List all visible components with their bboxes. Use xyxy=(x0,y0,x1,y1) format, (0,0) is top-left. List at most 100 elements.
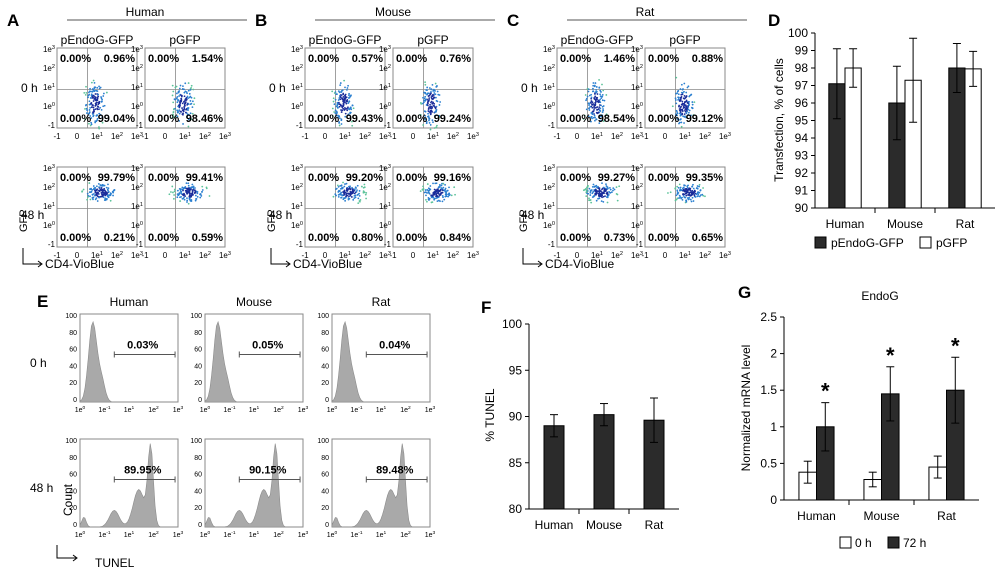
dot xyxy=(692,187,695,190)
x-tick-label: 1e2 xyxy=(611,132,623,141)
dot xyxy=(88,111,91,114)
dot xyxy=(424,117,426,120)
x-tick-label: 1e3 xyxy=(467,251,479,260)
x-tick-label: 1e2 xyxy=(447,132,459,141)
dot xyxy=(83,92,86,94)
dot xyxy=(690,194,693,196)
dot xyxy=(686,191,689,194)
dot xyxy=(433,193,436,196)
dot xyxy=(592,87,594,90)
dot xyxy=(598,122,601,125)
dot xyxy=(86,198,88,201)
x-tick-label: 0 xyxy=(163,132,168,141)
x-tick-label: -1 xyxy=(553,132,561,141)
y-tick-label: 1e1 xyxy=(43,202,55,211)
dot xyxy=(335,187,338,190)
dot xyxy=(600,195,602,197)
dot xyxy=(436,124,438,127)
dot xyxy=(175,85,178,88)
dot xyxy=(690,191,693,194)
dot xyxy=(435,96,437,99)
quadrant-lower-left: 0.00% xyxy=(560,113,591,125)
dot xyxy=(685,200,688,203)
dot xyxy=(424,83,427,86)
dot xyxy=(596,96,599,99)
dot xyxy=(92,188,95,190)
dot xyxy=(333,92,336,94)
dot xyxy=(594,101,597,104)
dot xyxy=(599,89,602,92)
dot xyxy=(94,108,97,111)
histogram-area xyxy=(331,320,430,403)
y-tick-label: 1e1 xyxy=(131,202,143,211)
dot xyxy=(590,120,592,123)
dot xyxy=(599,101,602,104)
dot xyxy=(172,191,174,194)
dot-plot: 0.00% 99.27% 0.00% 0.73% 1e3 1e2 1e1 1e0 -1 -1 0 1e… xyxy=(543,164,643,260)
quadrant-lower-right: 0.80% xyxy=(352,232,383,244)
dot xyxy=(103,187,106,190)
dot xyxy=(685,194,688,197)
x-tick-label: -1 xyxy=(389,132,397,141)
dot xyxy=(201,189,204,191)
dot xyxy=(345,107,348,110)
y-tick-label: -1 xyxy=(296,121,304,130)
dot xyxy=(105,198,108,201)
species-title: Mouse xyxy=(236,295,272,309)
y-tick-label: 1e1 xyxy=(291,83,303,92)
dot xyxy=(98,112,101,115)
dot xyxy=(699,194,702,197)
dot xyxy=(441,200,444,203)
dot xyxy=(427,95,430,97)
dot xyxy=(449,193,451,196)
dot xyxy=(348,108,351,111)
dot xyxy=(101,116,104,118)
dot xyxy=(178,192,181,195)
y-tick-label: 80 xyxy=(69,455,77,462)
dot xyxy=(181,107,183,109)
y-tick-label: -1 xyxy=(48,121,56,130)
significance-marker: * xyxy=(886,343,895,368)
dot xyxy=(349,194,352,197)
dot xyxy=(98,190,101,193)
dot xyxy=(683,190,686,193)
panel-f-tunel-chart: 80 85 90 95 100 Human Mouse Rat F % TUNEL xyxy=(481,298,679,532)
y-axis-label: % TUNEL xyxy=(483,388,497,441)
dot xyxy=(419,190,422,193)
dot xyxy=(346,89,348,91)
dot xyxy=(93,96,96,98)
y-tick-label: 1e1 xyxy=(291,202,303,211)
x-tick-label: 1e3 xyxy=(219,132,231,141)
dot xyxy=(675,194,678,197)
axis-arrow xyxy=(522,248,541,265)
y-tick-label: 100 xyxy=(317,438,329,445)
dot xyxy=(607,187,609,190)
dot xyxy=(432,90,435,92)
x-tick-label: 1e2 xyxy=(273,530,284,539)
dot xyxy=(345,192,348,195)
dot xyxy=(105,91,108,94)
dot xyxy=(178,109,181,112)
dot xyxy=(677,96,679,99)
y-tick-label: 40 xyxy=(69,488,77,495)
dot xyxy=(176,101,179,104)
x-tick-label: 1e1 xyxy=(427,132,439,141)
y-tick-label: -1 xyxy=(548,121,556,130)
dot xyxy=(200,195,203,197)
dot xyxy=(441,194,444,197)
dot xyxy=(588,104,590,107)
category-label: Human xyxy=(535,518,574,532)
dot xyxy=(606,201,609,204)
significance-marker: * xyxy=(951,333,960,358)
x-tick-label: 0 xyxy=(163,251,168,260)
dot xyxy=(582,117,585,120)
dot xyxy=(344,96,347,98)
dot xyxy=(433,127,436,129)
dot xyxy=(678,183,681,186)
dot xyxy=(103,184,106,187)
dot xyxy=(596,93,599,95)
dot xyxy=(341,194,344,197)
dot xyxy=(181,102,184,105)
dot xyxy=(618,185,621,188)
dot xyxy=(352,107,355,110)
